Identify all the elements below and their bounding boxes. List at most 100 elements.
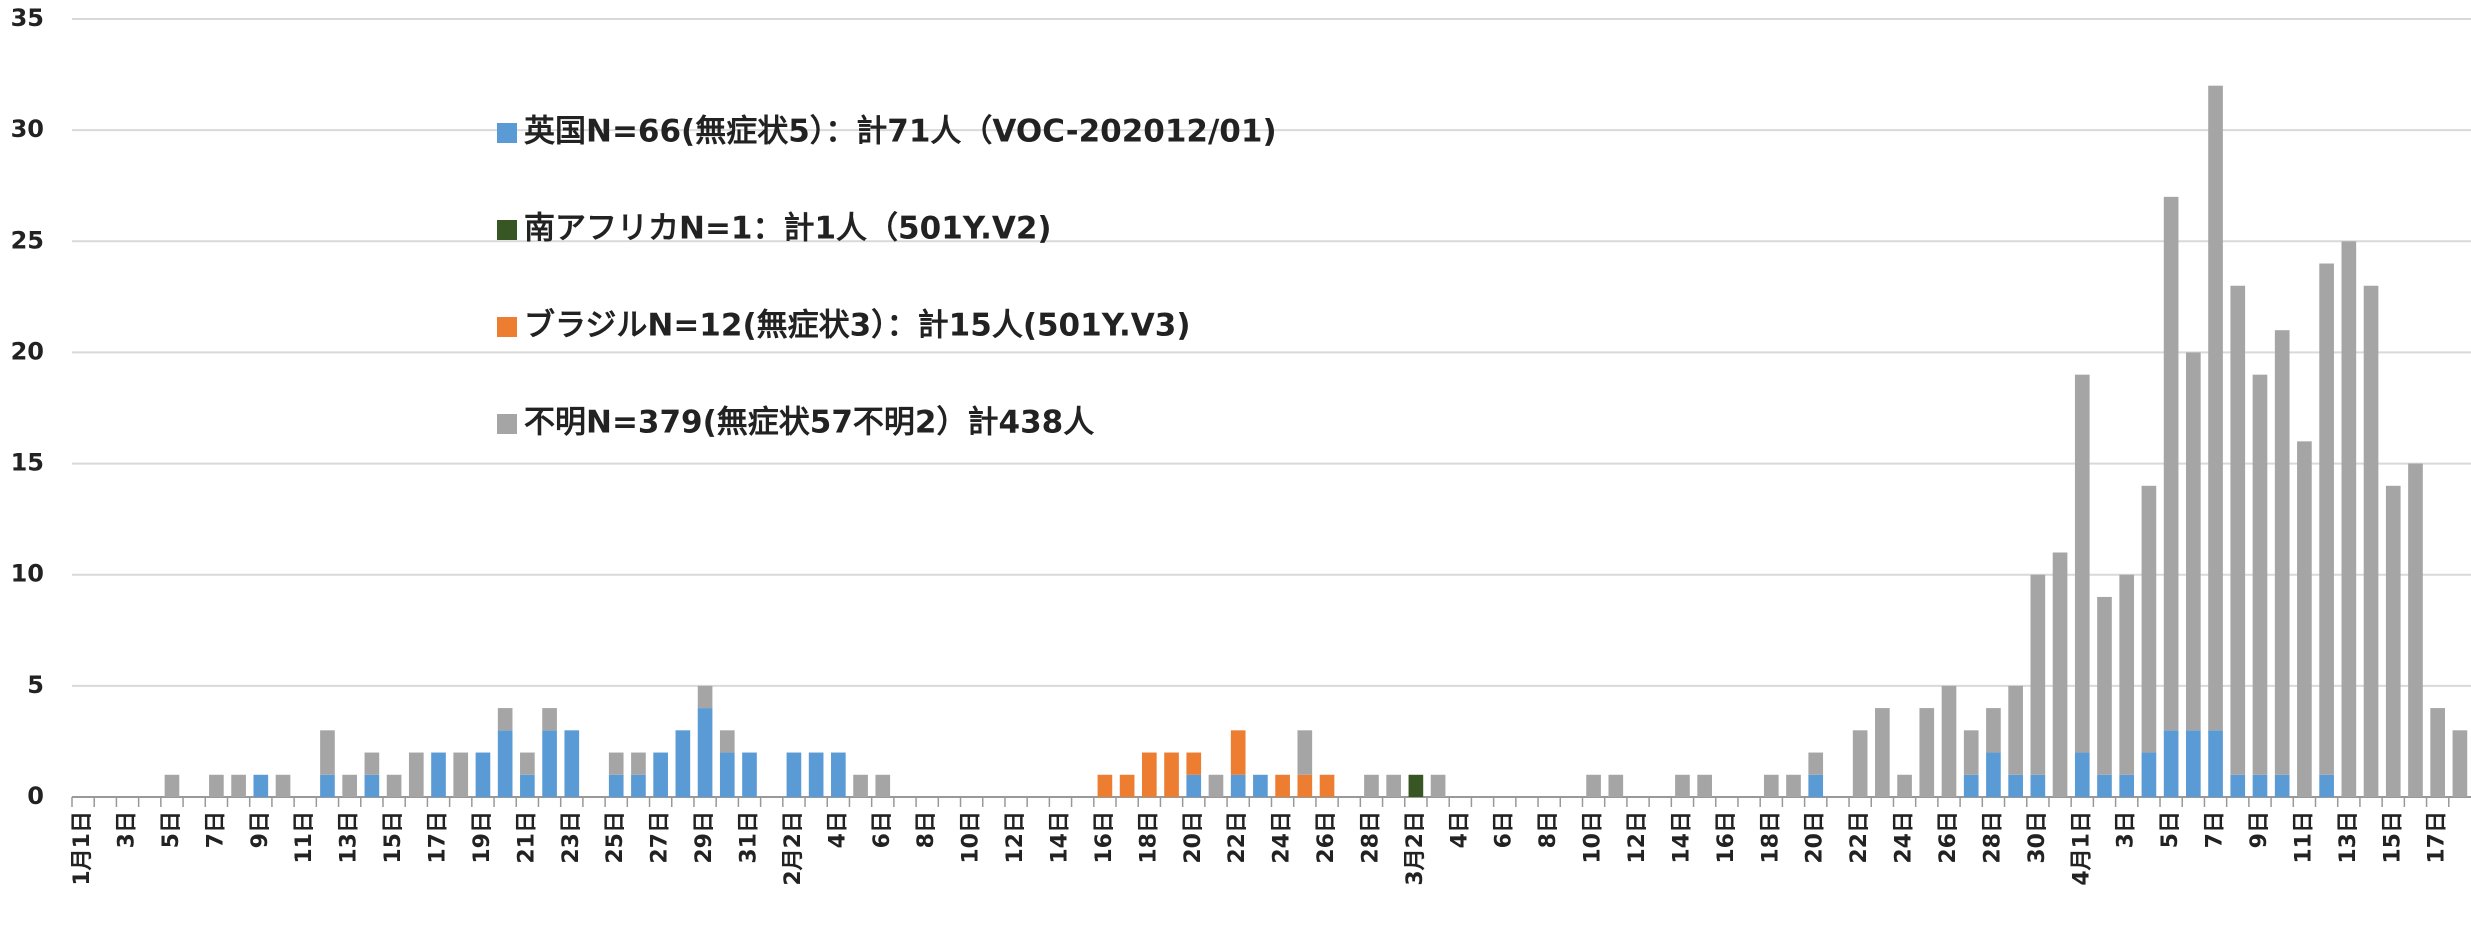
bar — [497, 708, 513, 731]
x-tick-label: 8日 — [914, 811, 939, 848]
bar — [2052, 552, 2068, 797]
x-tick-label: 29日 — [692, 811, 717, 864]
bar — [1875, 708, 1890, 797]
bar — [2274, 330, 2290, 775]
bar — [1364, 774, 1379, 797]
bar — [2230, 285, 2246, 775]
x-tick-label: 6日 — [870, 811, 895, 848]
bar — [2408, 463, 2423, 797]
bar — [475, 752, 491, 797]
x-tick-label: 24日 — [1270, 811, 1295, 864]
x-tick-label: 22日 — [1847, 811, 1872, 864]
bar — [697, 708, 713, 797]
bar — [2163, 196, 2179, 731]
bar — [2430, 708, 2446, 797]
bar — [631, 774, 646, 797]
bar — [1963, 730, 1979, 775]
bar — [608, 752, 624, 775]
bar — [1208, 774, 1224, 797]
x-tick-label: 7日 — [2203, 811, 2228, 848]
x-tick-label: 10日 — [959, 811, 984, 864]
bar — [2163, 730, 2179, 797]
bar — [653, 752, 668, 797]
x-tick-label: 21日 — [514, 811, 539, 864]
bar — [2186, 352, 2201, 731]
bar — [408, 752, 424, 797]
y-tick-label: 30 — [11, 115, 44, 143]
x-tick-label: 24日 — [1892, 811, 1917, 864]
legend-swatch — [497, 317, 517, 337]
bar — [2274, 774, 2290, 797]
bar — [453, 752, 469, 797]
bar — [1986, 752, 2001, 797]
bar — [1430, 774, 1446, 797]
legend-label: ブラジルN=12(無症状3）：計15人(501Y.V3) — [524, 308, 1191, 344]
bar — [719, 730, 735, 753]
bar — [853, 774, 868, 797]
x-tick-label: 18日 — [1136, 811, 1161, 864]
x-tick-label: 23日 — [559, 811, 584, 864]
bar — [2008, 774, 2023, 797]
legend-swatch — [497, 414, 517, 434]
x-tick-label: 28日 — [1358, 811, 1383, 864]
bar — [2097, 774, 2112, 797]
bar — [786, 752, 802, 797]
y-tick-label: 5 — [27, 671, 44, 699]
bar — [1675, 774, 1690, 797]
y-tick-label: 10 — [11, 560, 44, 588]
bar — [1608, 774, 1624, 797]
x-tick-label: 26日 — [1314, 811, 1339, 864]
bar — [2074, 374, 2090, 753]
x-tick-label: 11日 — [2291, 811, 2316, 864]
x-tick-label: 3月2日 — [1403, 811, 1428, 886]
y-tick-label: 0 — [27, 782, 44, 810]
legend-swatch — [497, 220, 517, 240]
bar — [2452, 730, 2468, 797]
bar — [831, 752, 846, 797]
x-tick-label: 10日 — [1581, 811, 1606, 864]
x-tick-label: 25日 — [603, 811, 628, 864]
bar — [2252, 374, 2268, 775]
bar — [342, 774, 357, 797]
bar — [1164, 752, 1179, 797]
bar — [675, 730, 691, 797]
bar — [520, 774, 535, 797]
x-tick-label: 9日 — [248, 811, 273, 848]
x-tick-label: 2月2日 — [781, 811, 806, 886]
bar — [2141, 752, 2157, 797]
bar — [608, 774, 624, 797]
bar — [1697, 774, 1712, 797]
x-tick-label: 13日 — [337, 811, 362, 864]
bar — [1297, 774, 1313, 797]
legend-label: 英国N=66(無症状5）：計71人（VOC-202012/01) — [524, 114, 1277, 150]
bar — [697, 685, 713, 709]
bar — [542, 730, 557, 797]
x-tick-label: 3日 — [2114, 811, 2139, 848]
bar — [1297, 730, 1313, 775]
bar — [2030, 774, 2046, 797]
x-tick-label: 20日 — [1181, 811, 1206, 864]
bar — [2119, 574, 2135, 775]
bar — [320, 774, 335, 797]
bar — [2319, 263, 2334, 775]
bar — [2341, 241, 2357, 798]
x-tick-label: 1月1日 — [70, 811, 95, 886]
legend-swatch — [497, 123, 517, 143]
x-tick-label: 7日 — [203, 811, 228, 848]
bar — [2319, 774, 2334, 797]
y-tick-label: 25 — [11, 226, 44, 254]
bar — [1230, 730, 1246, 775]
bar — [1319, 774, 1335, 797]
bar — [2208, 730, 2223, 797]
bar — [1763, 774, 1779, 797]
bar — [808, 752, 824, 797]
x-tick-label: 4日 — [1447, 811, 1472, 848]
bar — [1808, 774, 1824, 797]
x-tick-label: 13日 — [2336, 811, 2361, 864]
bar — [431, 752, 446, 797]
bar — [320, 730, 335, 775]
bar — [1963, 774, 1979, 797]
legend-label: 不明N=379(無症状57不明2）計438人 — [524, 405, 1094, 441]
bar — [2252, 774, 2268, 797]
bar — [1941, 685, 1957, 797]
